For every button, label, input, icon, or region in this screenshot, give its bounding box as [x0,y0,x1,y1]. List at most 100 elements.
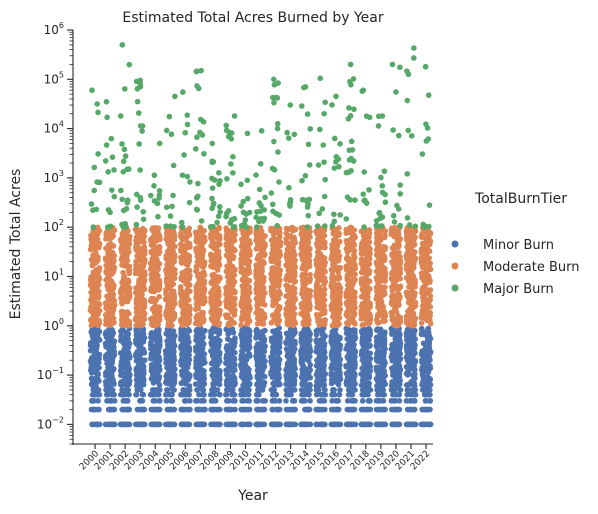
point-major-burn [89,87,95,93]
point-moderate-burn [229,309,235,315]
point-moderate-burn [255,284,261,290]
point-moderate-burn [245,321,251,327]
point-major-burn [120,42,126,48]
point-major-burn [258,161,264,167]
point-minor-burn [287,375,293,381]
point-minor-burn [255,392,261,398]
point-minor-burn [211,422,217,428]
point-major-burn [231,224,237,230]
point-minor-burn [150,392,156,398]
point-minor-burn [318,398,324,404]
point-minor-burn [208,328,214,334]
point-moderate-burn [95,257,101,263]
point-minor-burn [185,371,191,377]
point-minor-burn [223,392,229,398]
point-major-burn [185,122,191,128]
point-minor-burn [283,398,289,404]
point-minor-burn [240,392,246,398]
point-moderate-burn [166,299,172,305]
point-moderate-burn [307,272,313,278]
point-minor-burn [124,407,130,413]
point-major-burn [120,169,126,175]
point-major-burn [274,223,280,229]
point-minor-burn [88,340,94,346]
point-moderate-burn [290,253,296,259]
point-minor-burn [196,343,202,349]
point-major-burn [104,142,110,148]
point-moderate-burn [217,242,223,248]
point-moderate-burn [198,293,204,299]
point-major-burn [187,179,193,185]
point-moderate-burn [240,297,246,303]
point-moderate-burn [134,310,140,316]
point-minor-burn [245,327,251,333]
point-moderate-burn [94,288,100,294]
point-moderate-burn [89,301,95,307]
point-minor-burn [215,357,221,363]
point-minor-burn [119,387,125,393]
point-minor-burn [241,346,247,352]
point-moderate-burn [186,282,192,288]
point-minor-burn [182,398,188,404]
point-moderate-burn [153,225,159,231]
point-minor-burn [89,332,95,338]
point-minor-burn [135,369,141,375]
point-minor-burn [111,344,117,350]
point-major-burn [305,111,311,117]
point-moderate-burn [215,252,221,258]
point-minor-burn [164,378,170,384]
point-minor-burn [172,372,178,378]
point-major-burn [181,152,187,158]
point-moderate-burn [151,305,157,311]
point-moderate-burn [89,307,95,313]
point-moderate-burn [247,278,253,284]
point-moderate-burn [89,243,95,249]
point-minor-burn [94,343,100,349]
point-major-burn [90,224,96,230]
point-minor-burn [261,349,267,355]
point-major-burn [195,194,201,200]
point-minor-burn [157,387,163,393]
point-minor-burn [322,371,328,377]
point-minor-burn [231,392,237,398]
point-major-burn [229,217,235,223]
point-moderate-burn [262,315,268,321]
point-moderate-burn [164,228,170,234]
data-points [88,42,434,427]
point-major-burn [262,195,268,201]
point-major-burn [244,178,250,184]
point-minor-burn [178,407,184,413]
point-major-burn [198,68,204,74]
point-minor-burn [260,398,266,404]
point-moderate-burn [167,255,173,261]
point-major-burn [305,204,311,210]
point-minor-burn [322,407,328,413]
point-moderate-burn [208,252,214,258]
point-moderate-burn [168,283,174,289]
point-major-burn [271,139,277,145]
point-minor-burn [119,327,125,333]
point-major-burn [241,222,247,228]
point-major-burn [118,113,124,119]
point-major-burn [119,141,125,147]
point-moderate-burn [133,263,139,269]
point-moderate-burn [194,317,200,323]
point-major-burn [217,209,223,215]
point-moderate-burn [196,288,202,294]
point-moderate-burn [209,278,215,284]
point-moderate-burn [106,276,112,282]
point-minor-burn [292,407,298,413]
point-moderate-burn [93,274,99,280]
point-major-burn [134,222,140,228]
point-minor-burn [196,371,202,377]
point-major-burn [273,211,279,217]
point-moderate-burn [103,270,109,276]
point-moderate-burn [96,282,102,288]
point-moderate-burn [241,285,247,291]
point-moderate-burn [241,249,247,255]
point-minor-burn [90,378,96,384]
point-major-burn [118,188,124,194]
point-major-burn [182,130,188,136]
point-minor-burn [119,382,125,388]
point-moderate-burn [140,263,146,269]
